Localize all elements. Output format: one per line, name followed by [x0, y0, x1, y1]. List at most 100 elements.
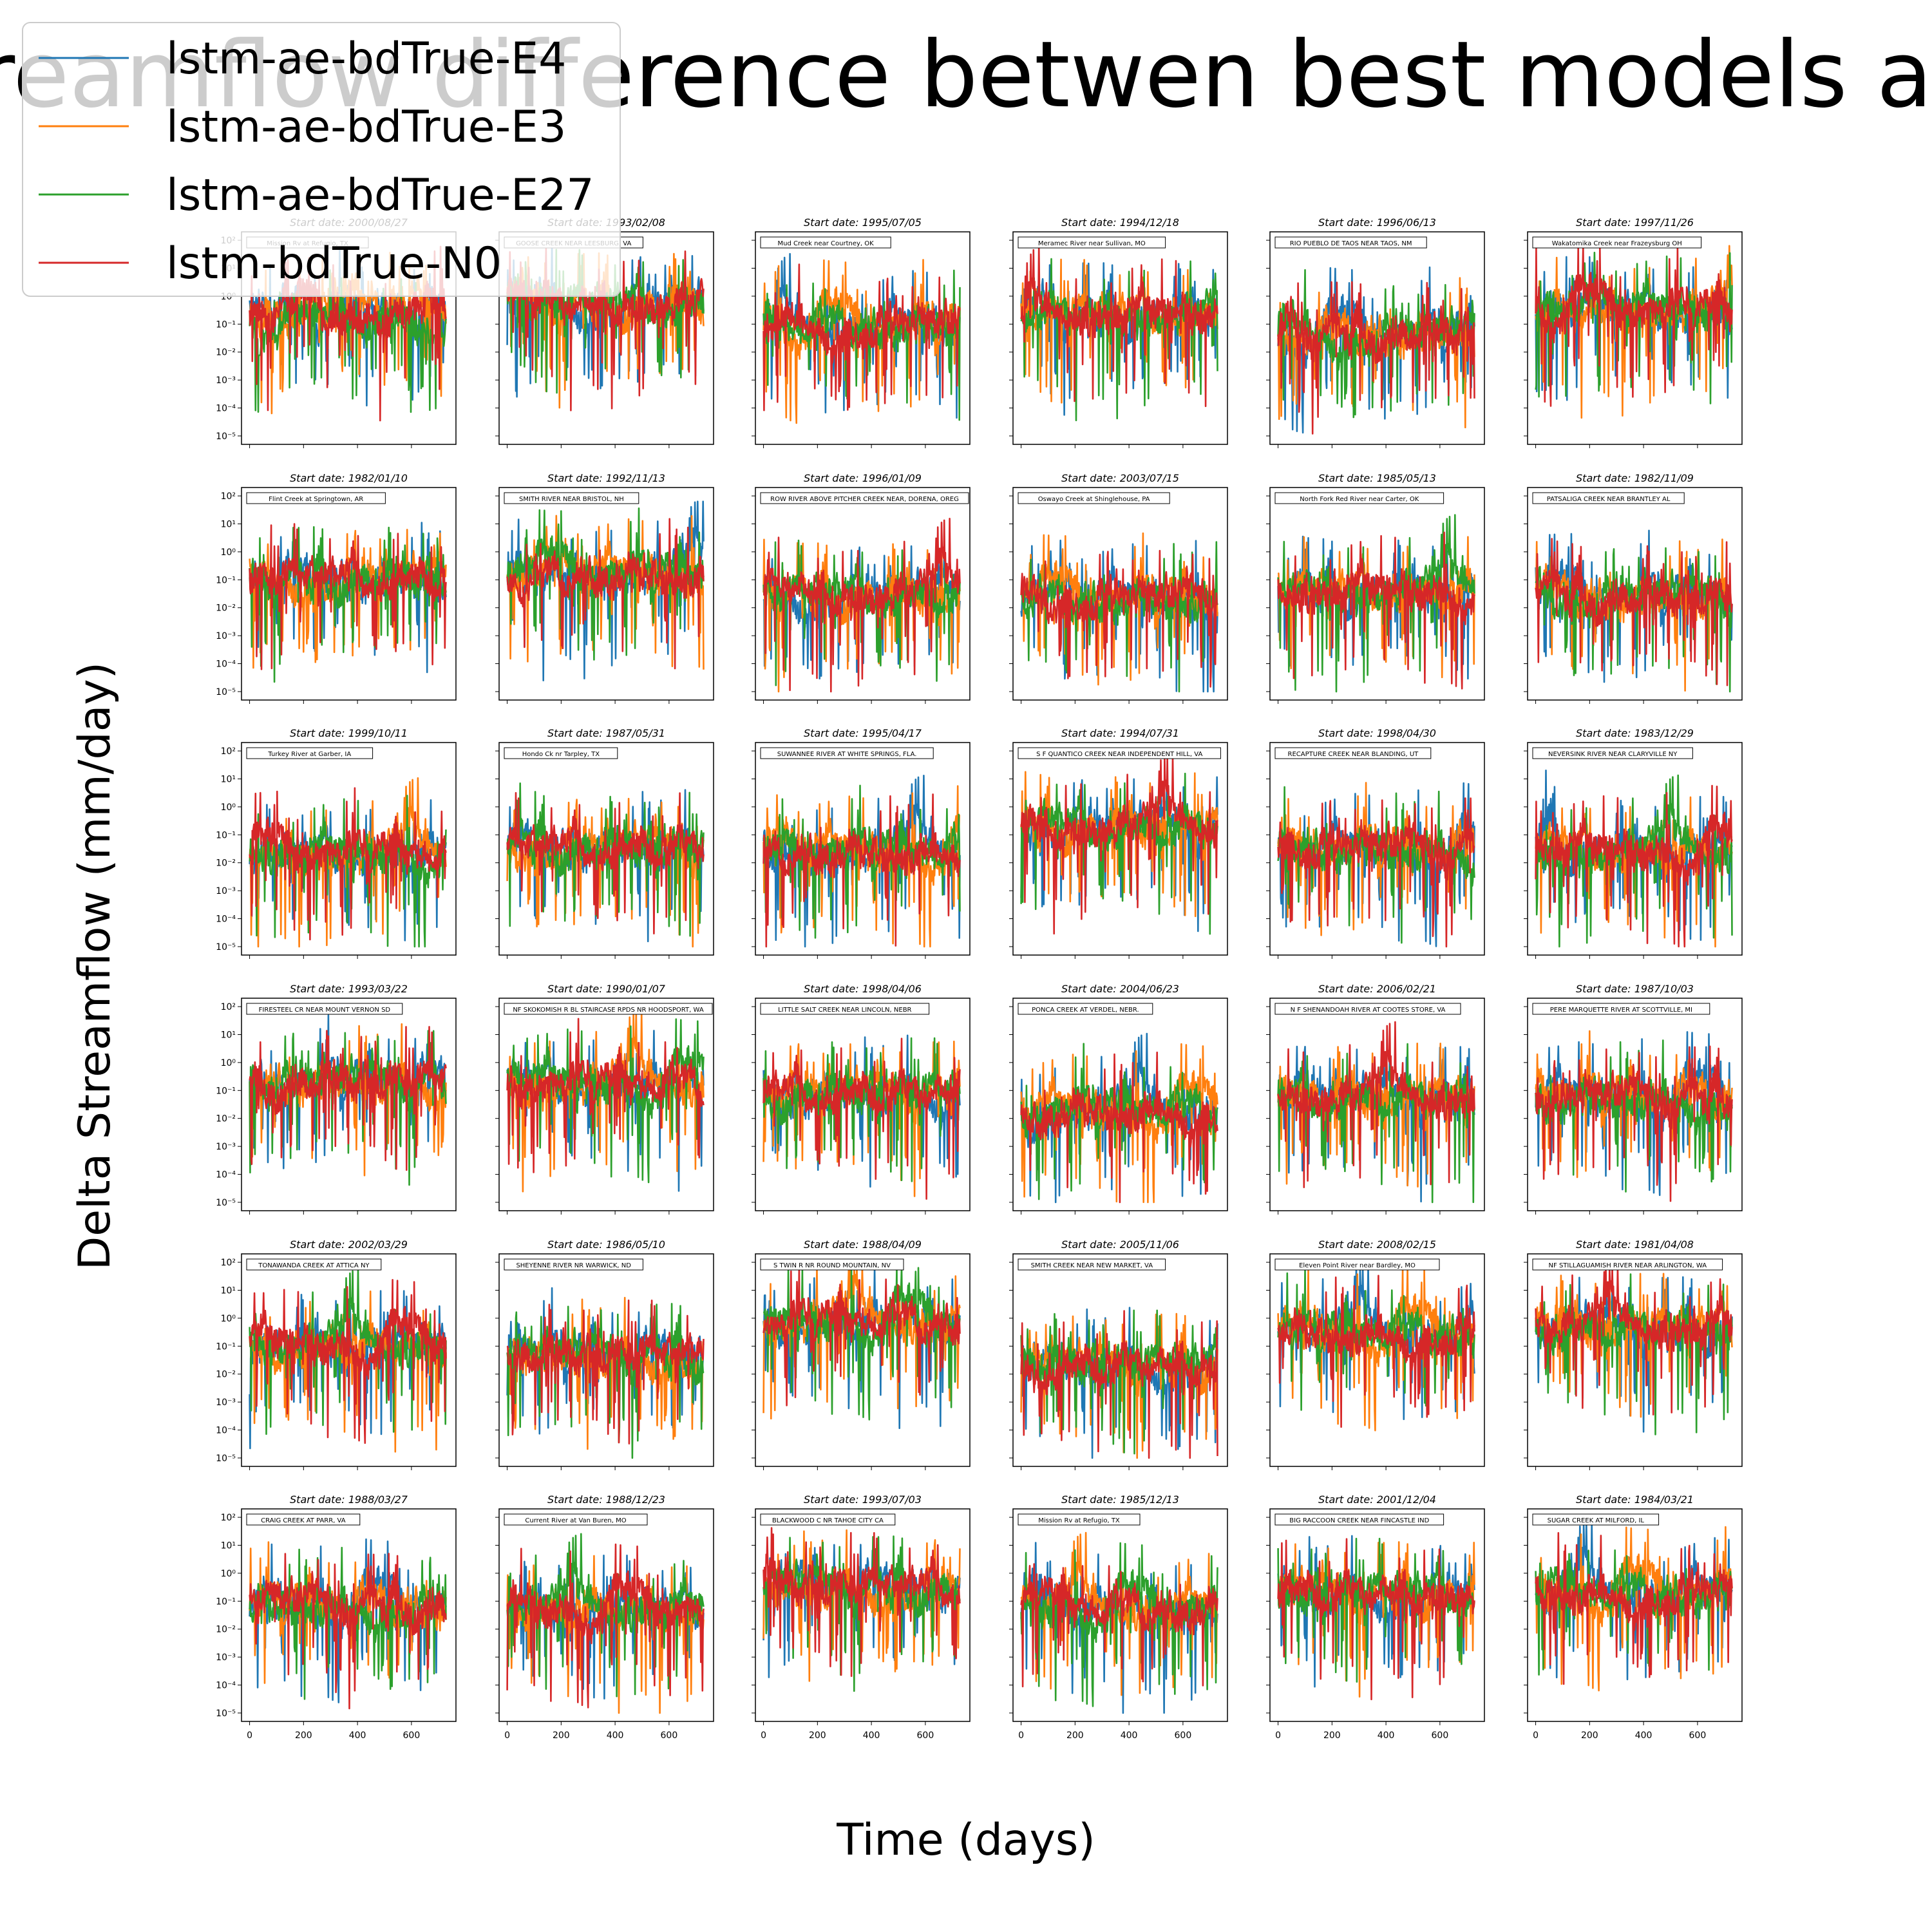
x-tick-label: 600 — [661, 1730, 678, 1741]
subplot: Start date: 1998/04/30 RECAPTURE CREEK NE… — [1266, 727, 1485, 959]
subplot-frame — [1012, 1508, 1228, 1722]
subplot-frame — [755, 742, 971, 956]
station-box — [246, 1003, 403, 1015]
station-box — [504, 1003, 713, 1015]
series-line — [1277, 786, 1475, 944]
y-tick-label: 10⁻³ — [216, 886, 236, 896]
subplot: Start date: 1988/03/27 CRAIG CREEK AT PAR… — [216, 1493, 457, 1741]
subplot-series — [762, 775, 961, 948]
subplot-series — [249, 1014, 447, 1186]
subplot: Start date: 1996/01/09 ROW RIVER ABOVE PI… — [752, 472, 971, 704]
subplot-frame — [1012, 231, 1228, 445]
station-box — [1532, 1258, 1723, 1271]
y-tick-label: 10⁻⁵ — [216, 942, 236, 952]
y-tick-label: 10¹ — [221, 1285, 236, 1296]
subplot-series — [506, 1533, 705, 1714]
subplot: Start date: 1987/10/03 PERE MARQUETTE RIV… — [1524, 983, 1743, 1215]
y-tick-label: 10⁻¹ — [216, 1086, 236, 1096]
series-line — [762, 263, 961, 412]
subplot-frame — [1269, 1508, 1485, 1722]
subplot: Start date: 2001/12/04 BIG RACCOON CREEK … — [1266, 1493, 1485, 1741]
subplot-frame — [1269, 998, 1485, 1211]
station-box — [1274, 236, 1427, 249]
station-label: Flint Creek at Springtown, AR — [269, 496, 363, 503]
y-tick-label: 10⁻³ — [216, 375, 236, 386]
x-tick-label: 400 — [1635, 1730, 1653, 1741]
series-line — [1277, 1274, 1475, 1428]
station-box — [760, 1258, 904, 1271]
station-box — [1532, 236, 1702, 249]
y-tick-label: 10¹ — [221, 1540, 236, 1551]
station-label: PATSALIGA CREEK NEAR BRANTLEY AL — [1547, 496, 1671, 503]
subplot-start-date: Start date: 2001/12/04 — [1318, 1493, 1436, 1506]
subplot: Start date: 2006/02/21 N F SHENANDOAH RIV… — [1266, 983, 1485, 1215]
subplot-series — [1535, 1522, 1733, 1692]
series-line — [1277, 1538, 1475, 1701]
station-label: SMITH CREEK NEAR NEW MARKET, VA — [1031, 1262, 1153, 1269]
subplot-start-date: Start date: 1988/04/09 — [804, 1238, 922, 1251]
x-tick-label: 600 — [403, 1730, 421, 1741]
subplot-start-date: Start date: 1995/04/17 — [804, 727, 922, 739]
series-line — [506, 1018, 705, 1173]
station-box — [1532, 1003, 1710, 1015]
station-label: ROW RIVER ABOVE PITCHER CREEK NEAR, DORE… — [770, 496, 959, 503]
station-label: TONAWANDA CREEK AT ATTICA NY — [258, 1262, 370, 1269]
y-tick-label: 10⁻² — [216, 1625, 236, 1635]
subplot-start-date: Start date: 1987/10/03 — [1576, 983, 1694, 995]
series-line — [1535, 1267, 1733, 1416]
series-line — [1277, 1021, 1475, 1188]
subplot-start-date: Start date: 1988/03/27 — [290, 1493, 408, 1506]
y-tick-label: 10⁻⁴ — [216, 1426, 236, 1436]
series-line — [762, 1037, 961, 1200]
subplot-series — [1277, 1535, 1475, 1701]
legend: lstm-ae-bdTrue-E4 lstm-ae-bdTrue-E3 lstm-a… — [22, 22, 621, 297]
station-box — [1274, 492, 1444, 504]
subplot-series — [1535, 770, 1733, 948]
subplot-series — [1020, 1032, 1218, 1204]
series-line — [1535, 538, 1733, 687]
station-label: Wakatomika Creek near Frazeysburg OH — [1552, 240, 1682, 247]
x-tick-label: 0 — [247, 1730, 252, 1741]
subplot-series — [1020, 1307, 1218, 1459]
series-line — [1277, 531, 1475, 690]
series-line — [1020, 755, 1218, 935]
series-line — [249, 1026, 447, 1171]
station-box — [1274, 1513, 1444, 1526]
y-tick-label: 10⁻³ — [216, 1397, 236, 1408]
subplot-frame — [755, 1508, 971, 1722]
subplot-series — [762, 517, 961, 693]
y-tick-label: 10⁰ — [221, 547, 236, 558]
station-label: RECAPTURE CREEK NEAR BLANDING, UT — [1288, 751, 1419, 758]
series-line — [762, 784, 961, 939]
subplot-frame — [755, 487, 971, 701]
series-line — [762, 1037, 961, 1182]
station-label: Current River at Van Buren, MO — [525, 1517, 626, 1524]
subplot-series — [1277, 266, 1475, 435]
subplot-series — [1277, 1021, 1475, 1204]
subplot-series — [506, 500, 705, 681]
series-line — [249, 523, 447, 670]
subplot-start-date: Start date: 2008/02/15 — [1318, 1238, 1436, 1251]
station-label: FIRESTEEL CR NEAR MOUNT VERNON SD — [259, 1007, 391, 1014]
subplot-frame — [498, 1508, 714, 1722]
subplot-start-date: Start date: 1998/04/30 — [1318, 727, 1436, 739]
station-box — [1532, 1513, 1660, 1526]
series-line — [762, 1527, 961, 1677]
series-line — [1535, 1045, 1733, 1202]
subplot-start-date: Start date: 1996/06/13 — [1318, 216, 1436, 229]
series-line — [1020, 1043, 1218, 1200]
subplot-frame — [498, 998, 714, 1211]
subplot-start-date: Start date: 1993/07/03 — [804, 1493, 922, 1506]
subplot: Start date: 1992/11/13 SMITH RIVER NEAR B… — [495, 472, 714, 704]
series-line — [1020, 772, 1218, 935]
station-label: SUGAR CREEK AT MILFORD, IL — [1548, 1517, 1645, 1524]
subplot-series — [762, 252, 961, 424]
subplot-frame — [498, 742, 714, 956]
series-line — [1020, 1310, 1218, 1459]
station-box — [1018, 492, 1170, 504]
series-line — [1020, 1563, 1218, 1688]
series-line — [1020, 1051, 1218, 1204]
subplot-start-date: Start date: 1986/05/10 — [547, 1238, 665, 1251]
subplot-frame — [498, 487, 714, 701]
station-label: CRAIG CREEK AT PARR, VA — [261, 1517, 346, 1524]
